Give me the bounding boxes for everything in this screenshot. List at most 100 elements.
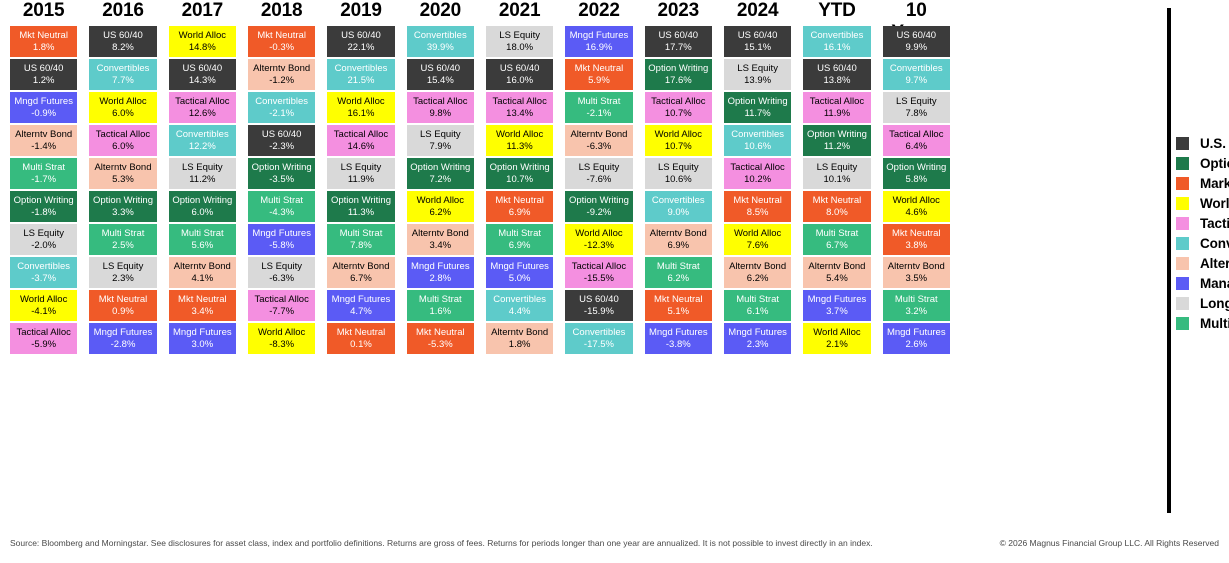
quilt-cell-return-value: 22.1% [347, 41, 375, 53]
quilt-cell: World Alloc 10.7% [644, 125, 712, 156]
quilt-cell-return-value: -5.9% [31, 338, 57, 350]
quilt-cell-asset-label: Multi Strat [498, 227, 542, 239]
quilt-cell-asset-label: Convertibles [889, 62, 943, 74]
quilt-cell-asset-label: World Alloc [257, 326, 306, 338]
quilt-cell: World Alloc 14.8% [168, 26, 236, 57]
quilt-cell: Tactical Alloc 6.4% [882, 125, 950, 156]
quilt-cell-asset-label: US 60/40 [341, 29, 381, 41]
quilt-column: 2021 LS Equity 18.0% US 60/40 16.0% Tactical … [485, 0, 554, 356]
quilt-column: 2020 Convertibles 39.9% US 60/40 15.4% Tactic… [406, 0, 474, 356]
quilt-cell: Convertibles 10.6% [723, 125, 792, 156]
quilt-cell-asset-label: US 60/40 [182, 62, 223, 74]
quilt-cell-asset-label: Multi Strat [577, 95, 621, 107]
quilt-cell: LS Equity 13.9% [723, 59, 792, 90]
quilt-cell: Mkt Neutral 8.0% [803, 191, 871, 222]
quilt-cell-return-value: 7.8% [905, 107, 928, 119]
legend-item: Multi Strategy [1176, 313, 1229, 333]
quilt-cell-return-value: 7.7% [112, 74, 134, 86]
quilt-cell-return-value: 7.9% [429, 140, 452, 152]
quilt-cell-asset-label: World Alloc [813, 326, 861, 338]
quilt-cell-asset-label: US 60/40 [737, 29, 778, 41]
quilt-cell-return-value: -2.1% [586, 107, 612, 119]
quilt-cell: US 60/40 15.1% [723, 26, 792, 57]
quilt-cell: Convertibles 9.7% [882, 59, 950, 90]
quilt-cell-return-value: -3.7% [31, 272, 57, 284]
quilt-cell: Multi Strat -2.1% [565, 92, 633, 123]
quilt-cell-asset-label: Convertibles [255, 95, 309, 107]
quilt-cell-return-value: 3.4% [429, 239, 452, 251]
quilt-cell-return-value: 39.9% [426, 41, 454, 53]
quilt-cell-asset-label: World Alloc [654, 128, 702, 140]
quilt-cell-asset-label: Mkt Neutral [654, 293, 703, 305]
quilt-cell-return-value: -7.6% [586, 173, 612, 185]
quilt-cell: Multi Strat 3.2% [882, 290, 950, 321]
quilt-cell: Option Writing 5.8% [882, 158, 950, 189]
quilt-cell: World Alloc 4.6% [882, 191, 950, 222]
quilt-cell-asset-label: Tactical Alloc [730, 161, 785, 173]
quilt-cell-return-value: 11.9% [823, 107, 851, 119]
quilt-cell-asset-label: Option Writing [806, 128, 867, 140]
quilt-cell-asset-label: Mkt Neutral [495, 194, 544, 206]
quilt-cell-return-value: 2.3% [112, 272, 134, 284]
quilt-cell: Option Writing -9.2% [565, 191, 633, 222]
quilt-cell-return-value: -8.3% [269, 338, 295, 350]
quilt-cell: US 60/40 15.4% [406, 59, 474, 90]
quilt-cell-return-value: 7.2% [429, 173, 452, 185]
quilt-cell-asset-label: Multi Strat [815, 227, 859, 239]
quilt-cell-return-value: 2.3% [746, 338, 769, 350]
quilt-cell: Convertibles -3.7% [10, 257, 78, 288]
quilt-cell-asset-label: US 60/40 [579, 293, 619, 305]
quilt-cell-asset-label: Mngd Futures [648, 326, 708, 338]
quilt-cell-asset-label: US 60/40 [499, 62, 540, 74]
quilt-cell: US 60/40 -2.3% [247, 125, 316, 156]
quilt-cell-asset-label: Convertibles [493, 293, 547, 305]
legend-item: World Allocation [1176, 193, 1229, 213]
quilt-cell-asset-label: Alterntv Bond [94, 161, 152, 173]
quilt-cell: Multi Strat 5.6% [168, 224, 236, 255]
quilt-cell-asset-label: US 60/40 [896, 29, 937, 41]
quilt-cell: Multi Strat 6.7% [803, 224, 871, 255]
quilt-cell: LS Equity -2.0% [10, 224, 78, 255]
quilt-cell-return-value: -3.5% [269, 173, 295, 185]
quilt-cell-return-value: 11.3% [347, 206, 375, 218]
quilt-cell: Alterntv Bond 4.1% [168, 257, 236, 288]
quilt-cell-return-value: -6.3% [269, 272, 295, 284]
quilt-cell: World Alloc 7.6% [723, 224, 792, 255]
legend-item-label: Managed Futures [1200, 275, 1229, 291]
quilt-cell-asset-label: Multi Strat [260, 194, 304, 206]
column-header: 2015 [22, 0, 65, 21]
quilt-cell-return-value: 6.9% [508, 239, 531, 251]
quilt-cell-return-value: 1.8% [508, 338, 531, 350]
quilt-cell-asset-label: US 60/40 [817, 62, 857, 74]
quilt-cell-return-value: 6.0% [191, 206, 214, 218]
quilt-cell: Tactical Alloc -5.9% [10, 323, 78, 354]
quilt-cell-return-value: -9.2% [586, 206, 612, 218]
quilt-cell-asset-label: Alterntv Bond [332, 260, 390, 272]
quilt-cell: Mngd Futures 2.6% [882, 323, 950, 354]
legend-item: Tactical Allocation [1176, 213, 1229, 233]
quilt-cell-return-value: 4.1% [191, 272, 214, 284]
quilt-cell: Option Writing 11.7% [723, 92, 792, 123]
quilt-cell-asset-label: Multi Strat [22, 161, 66, 173]
quilt-cell: Alterntv Bond 5.3% [89, 158, 157, 189]
quilt-cell-asset-label: US 60/40 [261, 128, 302, 140]
quilt-grid: 2015 Mkt Neutral 1.8% US 60/40 1.2% Mngd Futu… [10, 0, 950, 356]
quilt-cell-return-value: 14.8% [188, 41, 216, 53]
source-disclosure-text: Source: Bloomberg and Morningstar. See d… [10, 538, 873, 548]
quilt-cell-asset-label: Mkt Neutral [733, 194, 782, 206]
quilt-column: YTD Convertibles 16.1% US 60/40 13.8% Tactica… [803, 0, 871, 356]
quilt-cell: Mkt Neutral 0.1% [327, 323, 395, 354]
quilt-cell-asset-label: Alterntv Bond [15, 128, 73, 140]
quilt-cell: Mngd Futures 16.9% [565, 26, 633, 57]
quilt-cell-asset-label: Mkt Neutral [19, 29, 68, 41]
quilt-cell-asset-label: Option Writing [727, 95, 788, 107]
quilt-cell-return-value: 6.7% [350, 272, 372, 284]
quilt-cell-asset-label: Convertibles [651, 194, 705, 206]
legend-item: Market Neutral [1176, 173, 1229, 193]
quilt-cell-asset-label: World Alloc [99, 95, 147, 107]
quilt-cell: Tactical Alloc -7.7% [247, 290, 316, 321]
quilt-cell-return-value: 10.1% [823, 173, 851, 185]
quilt-cell-asset-label: Alterntv Bond [729, 260, 787, 272]
